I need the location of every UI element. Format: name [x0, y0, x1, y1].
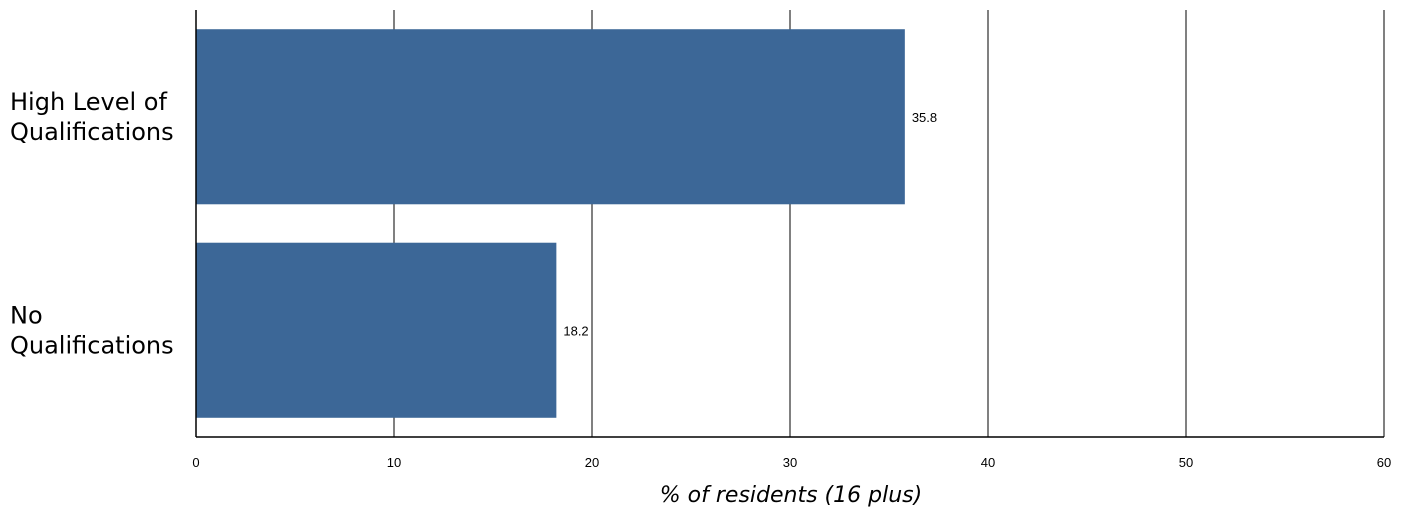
bar-0: [196, 29, 905, 205]
category-labels: High Level of Qualifications No Qualificati…: [10, 88, 174, 360]
data-labels: 35.8 18.2: [563, 110, 937, 339]
bars: [196, 29, 905, 418]
bar-1: [196, 242, 557, 418]
x-tick-label-10: 10: [387, 455, 401, 470]
x-tick-labels: 0 10 20 30 40 50 60: [192, 455, 1391, 470]
x-tick-label-50: 50: [1179, 455, 1193, 470]
x-axis-title: % of residents (16 plus): [660, 483, 922, 508]
x-tick-label-40: 40: [981, 455, 995, 470]
data-label-1: 18.2: [563, 323, 588, 338]
x-tick-label-30: 30: [783, 455, 797, 470]
x-tick-label-60: 60: [1377, 455, 1391, 470]
x-tick-label-0: 0: [192, 455, 199, 470]
axes: [195, 10, 1384, 438]
x-tick-label-20: 20: [585, 455, 599, 470]
category-label-1: No Qualifications: [10, 301, 174, 359]
data-label-0: 35.8: [912, 110, 937, 125]
category-label-0: High Level of Qualifications: [10, 88, 174, 146]
